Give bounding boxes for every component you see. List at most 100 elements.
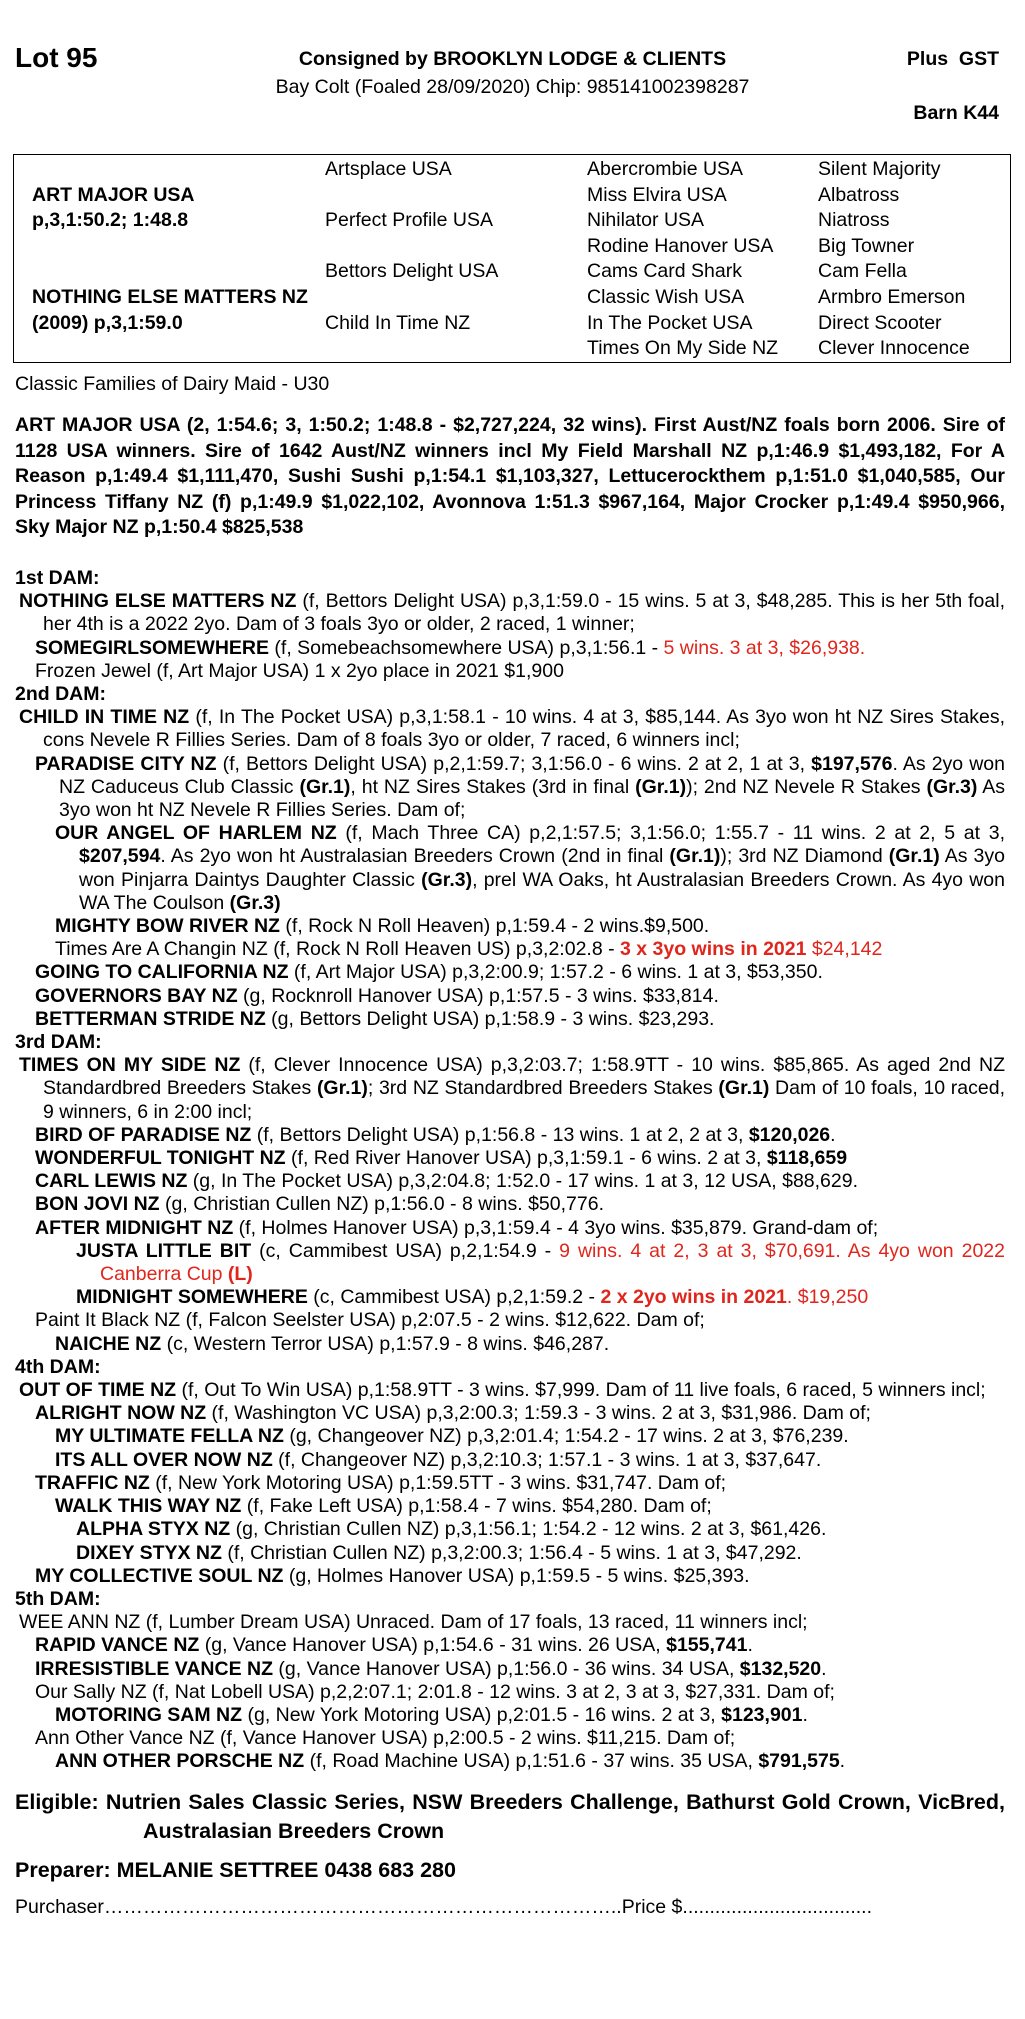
consignor: Consigned by BROOKLYN LODGE & CLIENTS: [298, 48, 727, 70]
line-text: (f, Changeover NZ) p,3,2:10.3; 1:57.1 - …: [272, 1448, 822, 1471]
horse-name: (Gr.1): [669, 845, 721, 868]
horse-name: (Gr.3): [926, 775, 978, 798]
horse-name: (Gr.1): [888, 845, 940, 868]
line-text: ); 3rd NZ Diamond: [720, 845, 889, 868]
great-grandparent: Miss Elvira USA: [587, 183, 727, 206]
line-text: (f, Red River Hanover USA) p,3,1:59.1 - …: [285, 1147, 767, 1170]
pedigree-line: Our Sally NZ (f, Nat Lobell USA) p,2,2:0…: [15, 1681, 1005, 1704]
great-grandparent: Cams Card Shark: [587, 260, 742, 283]
horse-name: TIMES ON MY SIDE NZ: [19, 1054, 241, 1077]
pedigree-line: ITS ALL OVER NOW NZ (f, Changeover NZ) p…: [15, 1449, 1005, 1472]
horse-name: 3 x 3yo wins in 2021: [620, 938, 807, 961]
line-text: (g, Holmes Hanover USA) p,1:59.5 - 5 win…: [283, 1564, 750, 1587]
line-text: Frozen Jewel (f, Art Major USA) 1 x 2yo …: [35, 659, 564, 682]
great-grandparent: Times On My Side NZ: [587, 337, 779, 360]
horse-name: MY ULTIMATE FELLA NZ: [55, 1425, 284, 1448]
pedigree-line: IRRESISTIBLE VANCE NZ (g, Vance Hanover …: [15, 1658, 1005, 1681]
line-text: Paint It Black NZ (f, Falcon Seelster US…: [35, 1309, 705, 1332]
line-text: .: [839, 1750, 846, 1773]
pedigree-table: ART MAJOR USA p,3,1:50.2; 1:48.8 NOTHING E…: [13, 154, 1011, 363]
dam-heading: 1st DAM:: [15, 566, 100, 589]
pedigree-line: WEE ANN NZ (f, Lumber Dream USA) Unraced…: [15, 1611, 1005, 1634]
horse-description: Bay Colt (Foaled 28/09/2020) Chip: 98514…: [275, 76, 750, 98]
grandparent: Child In Time NZ: [325, 311, 471, 334]
horse-name: SOMEGIRLSOMEWHERE: [35, 636, 270, 659]
pedigree-line: GOVERNORS BAY NZ (g, Rocknroll Hanover U…: [15, 985, 1005, 1008]
great-great-grandparent: Armbro Emerson: [818, 286, 966, 308]
horse-name: $197,576: [811, 752, 893, 775]
line-text: (g, New York Motoring USA) p,2:01.5 - 16…: [242, 1703, 722, 1726]
sire-name: ART MAJOR USA: [32, 183, 195, 206]
pedigree-line: GOING TO CALIFORNIA NZ (f, Art Major USA…: [15, 961, 1005, 984]
barn: Barn K44: [913, 102, 999, 124]
pedigree-line: CARL LEWIS NZ (g, In The Pocket USA) p,3…: [15, 1170, 1005, 1193]
horse-name: GOVERNORS BAY NZ: [35, 984, 238, 1007]
horse-name: RAPID VANCE NZ: [35, 1634, 200, 1657]
pedigree-line: WALK THIS WAY NZ (f, Fake Left USA) p,1:…: [15, 1495, 1005, 1518]
horse-name: GOING TO CALIFORNIA NZ: [35, 961, 289, 984]
pedigree-line: PARADISE CITY NZ (f, Bettors Delight USA…: [15, 753, 1005, 823]
pedigree-line: ALPHA STYX NZ (g, Christian Cullen NZ) p…: [15, 1518, 1005, 1541]
great-great-grandparent: Niatross: [818, 209, 890, 232]
line-text: (f, Bettors Delight USA) p,1:56.8 - 13 w…: [251, 1123, 749, 1146]
family: Classic Families of Dairy Maid - U30: [15, 373, 330, 395]
dam-lines: 1st DAM: NOTHING ELSE MATTERS NZ (f, Bett…: [15, 567, 1005, 1774]
horse-name: MIDNIGHT SOMEWHERE: [76, 1286, 308, 1309]
line-text: .: [747, 1634, 753, 1657]
line-text: (f, Bettors Delight USA) p,3,1:59.0 - 15…: [43, 590, 1006, 636]
lot-number: Lot 95: [15, 42, 98, 73]
pedigree-line: TRAFFIC NZ (f, New York Motoring USA) p,…: [15, 1472, 1005, 1495]
grandparent: Perfect Profile USA: [325, 209, 493, 232]
pedigree-line: BIRD OF PARADISE NZ (f, Bettors Delight …: [15, 1124, 1005, 1147]
line-text: As 3yo won Pinjarra Daintys Daughter Cla…: [79, 845, 1005, 891]
line-text: , ht NZ Sires Stakes (3rd in final: [350, 775, 636, 798]
line-text: ); 2nd NZ Nevele R Stakes: [686, 775, 927, 798]
line-text: (f, Washington VC USA) p,3,2:00.3; 1:59.…: [206, 1402, 871, 1425]
horse-name: $207,594: [79, 845, 161, 868]
pedigree-line: MOTORING SAM NZ (g, New York Motoring US…: [15, 1704, 1005, 1727]
grandparent: Bettors Delight USA: [325, 260, 499, 283]
line-text: . As 2yo won ht Australasian Breeders Cr…: [160, 845, 670, 868]
great-grandparent: Nihilator USA: [587, 209, 705, 232]
horse-name: (Gr.1): [299, 775, 351, 798]
pedigree-line: SOMEGIRLSOMEWHERE (f, Somebeachsomewhere…: [15, 637, 1005, 660]
pedigree-line: MY COLLECTIVE SOUL NZ (g, Holmes Hanover…: [15, 1565, 1005, 1588]
line-text: WEE ANN NZ (f, Lumber Dream USA) Unraced…: [19, 1611, 808, 1634]
line-text: (c, Cammibest USA) p,2,1:59.2 -: [307, 1286, 601, 1309]
line-text: (f, Road Machine USA) p,1:51.6 - 37 wins…: [304, 1750, 759, 1773]
pedigree-line: Ann Other Vance NZ (f, Vance Hanover USA…: [15, 1727, 1005, 1750]
line-text: (f, Christian Cullen NZ) p,3,2:00.3; 1:5…: [221, 1541, 802, 1564]
horse-name: BON JOVI NZ: [35, 1193, 160, 1216]
pedigree-line: AFTER MIDNIGHT NZ (f, Holmes Hanover USA…: [15, 1217, 1005, 1240]
horse-name: MIGHTY BOW RIVER NZ: [55, 915, 280, 938]
pedigree-line: WONDERFUL TONIGHT NZ (f, Red River Hanov…: [15, 1147, 1005, 1170]
horse-name: MY COLLECTIVE SOUL NZ: [35, 1564, 284, 1587]
great-great-grandparent: Cam Fella: [818, 260, 907, 283]
line-text: (f, Art Major USA) p,3,2:00.9; 1:57.2 - …: [288, 961, 823, 984]
horse-name: (Gr.3): [421, 868, 473, 891]
line-text: (g, Bettors Delight USA) p,1:58.9 - 3 wi…: [265, 1007, 715, 1030]
horse-name: (Gr.1): [316, 1077, 368, 1100]
pedigree-line: ALRIGHT NOW NZ (f, Washington VC USA) p,…: [15, 1402, 1005, 1425]
pedigree-line: ANN OTHER PORSCHE NZ (f, Road Machine US…: [15, 1750, 1005, 1773]
line-text: (g, Christian Cullen NZ) p,3,1:56.1; 1:5…: [230, 1518, 827, 1541]
pedigree-line: MIDNIGHT SOMEWHERE (c, Cammibest USA) p,…: [15, 1286, 1005, 1309]
pedigree-line: TIMES ON MY SIDE NZ (f, Clever Innocence…: [15, 1054, 1005, 1124]
horse-name: MOTORING SAM NZ: [55, 1703, 243, 1726]
pedigree-line: DIXEY STYX NZ (f, Christian Cullen NZ) p…: [15, 1542, 1005, 1565]
horse-name: IRRESISTIBLE VANCE NZ: [35, 1657, 273, 1680]
pedigree-line: Paint It Black NZ (f, Falcon Seelster US…: [15, 1309, 1005, 1332]
horse-name: (Gr.1): [635, 775, 687, 798]
dam-heading: 5th DAM:: [15, 1587, 101, 1610]
horse-name: ALPHA STYX NZ: [76, 1518, 231, 1541]
horse-name: (Gr.1): [718, 1077, 770, 1100]
pedigree-line: BON JOVI NZ (g, Christian Cullen NZ) p,1…: [15, 1193, 1005, 1216]
dam-name: NOTHING ELSE MATTERS NZ: [32, 286, 308, 308]
horse-name: BETTERMAN STRIDE NZ: [35, 1007, 266, 1030]
grandparent: Artsplace USA: [325, 158, 452, 180]
horse-name: ITS ALL OVER NOW NZ: [55, 1448, 273, 1471]
line-text: (g, Vance Hanover USA) p,1:56.0 - 36 win…: [273, 1657, 740, 1680]
pedigree-line: RAPID VANCE NZ (g, Vance Hanover USA) p,…: [15, 1634, 1005, 1657]
line-text: (f, Out To Win USA) p,1:58.9TT - 3 wins.…: [176, 1379, 986, 1402]
